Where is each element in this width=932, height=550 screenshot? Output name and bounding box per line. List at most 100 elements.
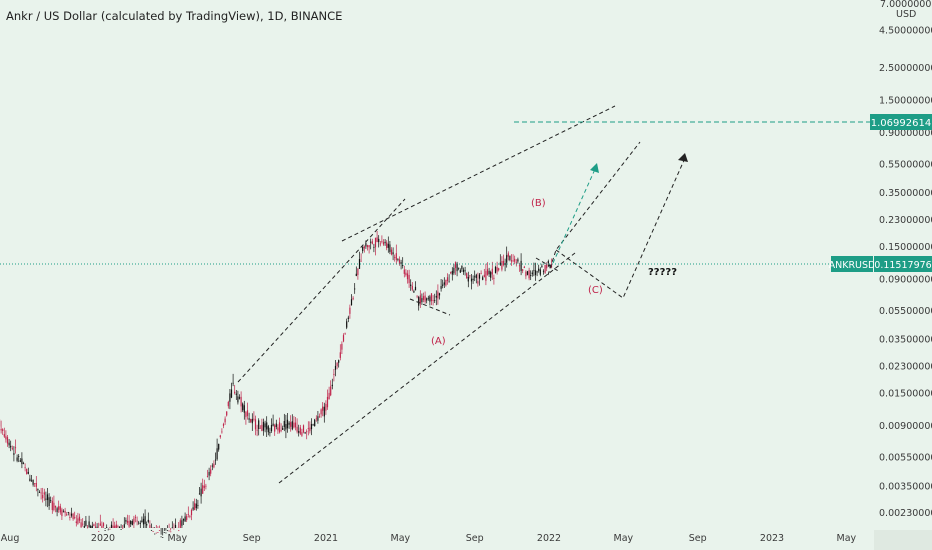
candle-body — [285, 424, 287, 430]
candle-body — [387, 243, 389, 248]
candle-body — [101, 525, 103, 528]
candle-body — [398, 259, 401, 265]
settings-corner[interactable] — [874, 530, 932, 550]
candle-body — [267, 426, 269, 433]
candle-body — [290, 422, 292, 427]
candle-body — [162, 537, 164, 538]
candle-body — [312, 424, 314, 426]
candle-body — [131, 521, 133, 526]
candle-body — [534, 270, 537, 275]
candle-body — [202, 485, 204, 494]
candle-body — [378, 238, 380, 243]
candle-body — [320, 409, 322, 415]
candles — [0, 230, 553, 538]
candle-body — [80, 522, 82, 528]
candle-body — [224, 418, 226, 423]
y-tick-label: 0.00550000 — [879, 452, 932, 463]
y-tick-label: 0.23000000 — [879, 215, 932, 226]
candle-body — [5, 436, 7, 440]
wave-a-label: (A) — [431, 336, 446, 347]
candle-body — [278, 422, 281, 433]
wave-c-label: (C) — [588, 285, 603, 296]
candle-body — [526, 271, 529, 275]
candle-body — [477, 281, 479, 284]
candle-body — [170, 531, 172, 533]
candle-body — [315, 418, 317, 420]
candle-body — [386, 242, 388, 249]
candle-body — [502, 260, 505, 266]
candle-body — [461, 265, 463, 270]
candle-body — [381, 241, 383, 242]
x-tick-label: Aug — [1, 533, 20, 544]
candle-body — [261, 424, 263, 432]
candle-body — [176, 534, 178, 536]
x-tick-label: Sep — [689, 533, 707, 544]
candle-body — [195, 503, 197, 509]
candle-body — [418, 297, 420, 306]
candle-body — [58, 506, 60, 510]
candle-body — [99, 523, 101, 526]
candle-body — [250, 418, 252, 422]
candle-body — [355, 273, 357, 276]
candle-body — [424, 295, 426, 302]
candle-body — [48, 497, 50, 506]
y-tick-label: 0.00230000 — [879, 508, 932, 519]
candle-body — [106, 527, 108, 529]
time-axis[interactable]: Aug 2020 May Sep 2021 May Sep 2022 May Sep 2023 May — [1, 533, 857, 544]
candle-body — [138, 522, 140, 524]
candle-body — [299, 427, 301, 434]
candle-body — [333, 373, 335, 375]
candle-body — [496, 267, 498, 272]
candle-body — [43, 492, 45, 495]
candle-body — [488, 270, 490, 275]
candle-body — [259, 427, 261, 429]
candle-body — [171, 527, 173, 529]
projection-path-1 — [547, 141, 641, 276]
candle-body — [274, 425, 276, 432]
candle-body — [258, 420, 260, 429]
candle-body — [86, 527, 89, 529]
candle-body — [410, 284, 412, 286]
x-tick-label: May — [391, 533, 411, 544]
x-tick-label: 2022 — [537, 533, 561, 544]
candle-body — [38, 491, 41, 493]
candle-body — [362, 246, 364, 252]
candle-body — [486, 269, 489, 275]
candle-body — [62, 511, 65, 513]
y-tick-label: 0.15000000 — [879, 242, 932, 253]
candle-body — [206, 476, 209, 477]
candle-body — [94, 526, 97, 528]
y-tick-label: 0.02300000 — [879, 361, 932, 372]
candle-body — [400, 262, 402, 264]
candle-body — [309, 427, 311, 432]
candle-body — [186, 515, 188, 520]
candle-body — [61, 509, 63, 517]
candle-body — [155, 532, 157, 534]
y-tick-label: 0.05500000 — [879, 306, 932, 317]
candle-body — [168, 530, 170, 532]
candle-body — [179, 520, 181, 528]
candle-body — [456, 263, 458, 272]
candle-body — [341, 343, 343, 350]
y-tick-label: 2.50000000 — [879, 63, 932, 74]
candle-body — [352, 297, 354, 300]
candle-body — [296, 426, 298, 432]
candle-body — [240, 396, 242, 407]
x-tick-label: Sep — [243, 533, 261, 544]
candle-body — [451, 270, 453, 275]
candle-body — [3, 434, 5, 437]
candle-body — [432, 300, 434, 301]
candle-body — [221, 431, 223, 433]
candle-body — [549, 264, 551, 266]
candle-body — [544, 264, 546, 273]
candle-body — [275, 423, 277, 427]
candle-body — [347, 317, 349, 319]
price-axis[interactable]: 4.50000000 2.50000000 1.50000000 0.90000000… — [879, 25, 932, 519]
candle-body — [66, 514, 68, 516]
candle-body — [14, 447, 17, 449]
candle-body — [8, 442, 10, 446]
candle-body — [237, 396, 239, 403]
wave-b-label: (B) — [531, 198, 546, 209]
current-price-badge — [874, 256, 932, 272]
